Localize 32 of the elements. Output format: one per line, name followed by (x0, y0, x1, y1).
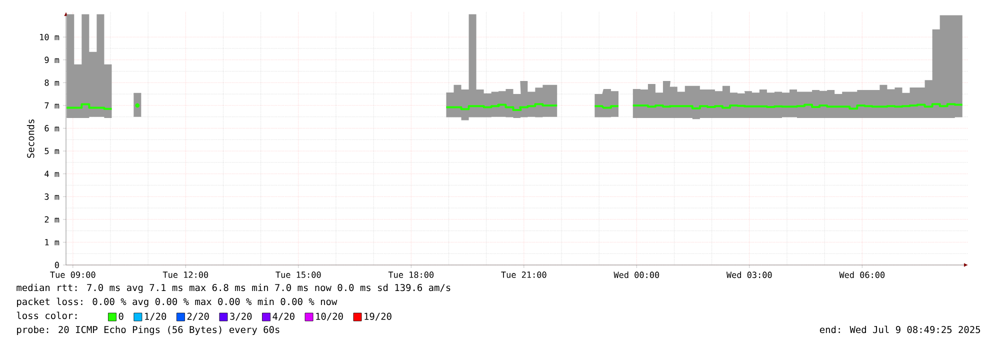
legend-label: 3/20 (230, 312, 252, 321)
text: packet loss: 0.00 % avg 0.00 % max 0.00 % min 0.00 % now (17, 298, 338, 308)
y-tick-label: 4 m (44, 170, 60, 177)
x-tick-label: Tue 21:00 (501, 272, 546, 278)
y-tick-label: 6 m (44, 125, 60, 132)
x-tick-label: Wed 03:00 (726, 272, 772, 278)
x-tick-label: Tue 09:00 (50, 272, 96, 278)
x-tick-label: Tue 15:00 (276, 272, 321, 278)
x-tick-label: Tue 12:00 (162, 272, 208, 278)
legend-title: loss color: (16, 312, 77, 320)
legend-label: 1/20 (145, 312, 166, 321)
legend-label: 4/20 (272, 312, 294, 321)
text: end: Wed Jul 9 08:49:25 2025 (820, 326, 980, 334)
y-tick-label: 9 m (44, 56, 60, 64)
y-tick-label: 5 m (44, 148, 60, 154)
y-tick-label: 10 m (40, 34, 60, 40)
y-tick-label: 8 m (44, 79, 60, 86)
text: probe: 20 ICMP Echo Pings (56 Bytes) every 60s (17, 326, 280, 336)
x-tick-label: Tue 18:00 (388, 272, 434, 278)
legend-label: 2/20 (187, 312, 209, 321)
y-tick-label: 0 (54, 262, 59, 268)
y-tick-label: 1 m (45, 239, 60, 246)
x-tick-label: Wed 00:00 (614, 272, 660, 278)
y-tick-label: 7 m (44, 102, 60, 109)
y-tick-label: 3 m (44, 193, 60, 200)
y-axis-title: Seconds (26, 119, 34, 158)
text: median rtt: 7.0 ms avg 7.1 ms max 6.8 ms min 7.0 ms now 0.0 ms sd 139.6 am/s (16, 284, 450, 294)
legend-label: 0 (118, 312, 124, 320)
y-tick-label: 2 m (44, 216, 60, 223)
x-tick-label: Wed 06:00 (839, 272, 885, 278)
legend-label: 19/20 (364, 312, 392, 321)
legend-label: 10/20 (316, 312, 343, 321)
